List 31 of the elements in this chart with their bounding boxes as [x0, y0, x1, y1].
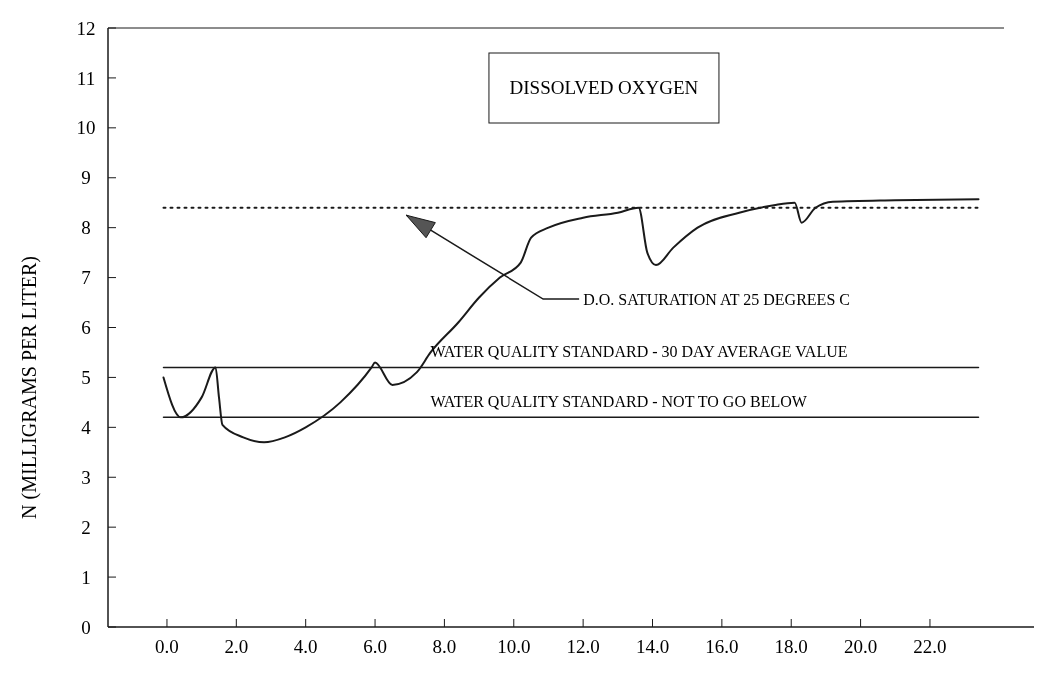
x-tick-label: 10.0	[497, 636, 531, 657]
y-tick-label: 11	[76, 67, 96, 89]
y-tick-label: 7	[81, 267, 91, 289]
x-tick-label: 0.0	[155, 636, 179, 657]
x-tick-label: 14.0	[635, 636, 670, 657]
y-tick-label: 3	[81, 466, 91, 488]
x-tick-label: 16.0	[705, 636, 739, 657]
y-tick-label: 4	[81, 416, 92, 438]
y-tick-label: 12	[76, 17, 96, 39]
y-tick-label: 10	[76, 117, 96, 139]
y-tick-label: 2	[81, 516, 91, 538]
x-tick-label: 22.0	[913, 636, 947, 657]
x-tick-label: 4.0	[293, 636, 318, 657]
y-tick-label: 0	[81, 616, 91, 638]
y-tick-label: 1	[81, 566, 91, 588]
y-tick-label: 5	[81, 367, 91, 389]
y-tick-label: 6	[81, 317, 91, 339]
x-tick-label: 6.0	[363, 636, 387, 657]
text: DISSOLVED OXYGEN	[509, 77, 699, 98]
y-tick-label: 9	[81, 167, 91, 189]
y-axis-title: N (MILLIGRAMS PER LITER)	[18, 256, 41, 519]
x-tick-label: 12.0	[566, 636, 600, 657]
y-tick-label: 8	[81, 217, 91, 239]
ref-line-label: WATER QUALITY STANDARD - 30 DAY AVERAGE VALUE	[430, 343, 848, 361]
x-tick-label: 18.0	[774, 636, 808, 657]
x-tick-label: 8.0	[432, 636, 457, 657]
x-tick-label: 20.0	[843, 636, 878, 657]
line-series	[162, 198, 980, 444]
x-tick-label: 2.0	[224, 636, 249, 657]
ref-line-label: D.O. SATURATION AT 25 DEGREES C	[583, 291, 850, 309]
ref-line-label: WATER QUALITY STANDARD - NOT TO GO BELOW	[430, 393, 808, 411]
